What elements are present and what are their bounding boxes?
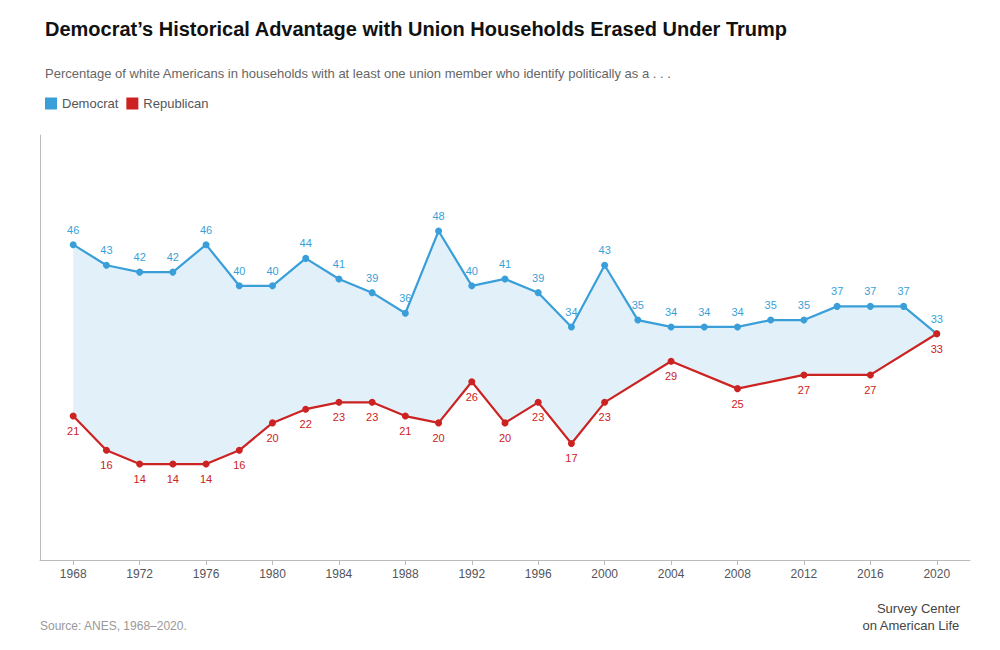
- svg-text:42: 42: [167, 251, 179, 263]
- svg-text:14: 14: [134, 473, 146, 485]
- svg-text:1996: 1996: [525, 567, 552, 581]
- svg-text:46: 46: [200, 224, 212, 236]
- svg-text:2020: 2020: [923, 567, 950, 581]
- svg-text:20: 20: [499, 432, 511, 444]
- svg-text:1968: 1968: [60, 567, 87, 581]
- svg-text:Source: ANES, 1968–2020.: Source: ANES, 1968–2020.: [40, 619, 187, 633]
- svg-text:34: 34: [698, 306, 710, 318]
- svg-text:33: 33: [931, 343, 943, 355]
- svg-text:29: 29: [665, 370, 677, 382]
- svg-text:23: 23: [366, 411, 378, 423]
- svg-text:2004: 2004: [658, 567, 685, 581]
- svg-text:43: 43: [599, 244, 611, 256]
- svg-text:27: 27: [864, 384, 876, 396]
- svg-text:33: 33: [931, 313, 943, 325]
- svg-text:20: 20: [432, 432, 444, 444]
- svg-text:41: 41: [333, 258, 345, 270]
- svg-text:1984: 1984: [326, 567, 353, 581]
- svg-text:14: 14: [200, 473, 212, 485]
- svg-text:Democrat: Democrat: [62, 96, 119, 111]
- svg-text:2000: 2000: [591, 567, 618, 581]
- svg-text:14: 14: [167, 473, 179, 485]
- svg-text:41: 41: [499, 258, 511, 270]
- svg-text:40: 40: [466, 265, 478, 277]
- svg-text:44: 44: [300, 237, 312, 249]
- svg-text:22: 22: [300, 418, 312, 430]
- svg-text:21: 21: [67, 425, 79, 437]
- svg-text:1992: 1992: [458, 567, 485, 581]
- svg-text:2008: 2008: [724, 567, 751, 581]
- svg-text:Survey Center: Survey Center: [877, 601, 961, 616]
- svg-text:27: 27: [798, 384, 810, 396]
- svg-text:23: 23: [599, 411, 611, 423]
- svg-text:16: 16: [100, 459, 112, 471]
- svg-text:46: 46: [67, 224, 79, 236]
- svg-text:39: 39: [532, 272, 544, 284]
- svg-text:1976: 1976: [193, 567, 220, 581]
- svg-text:35: 35: [632, 299, 644, 311]
- svg-text:36: 36: [399, 292, 411, 304]
- svg-text:1988: 1988: [392, 567, 419, 581]
- svg-text:1972: 1972: [126, 567, 153, 581]
- svg-text:1980: 1980: [259, 567, 286, 581]
- svg-text:34: 34: [731, 306, 743, 318]
- svg-text:Republican: Republican: [143, 96, 208, 111]
- svg-text:23: 23: [333, 411, 345, 423]
- svg-text:43: 43: [100, 244, 112, 256]
- svg-text:40: 40: [233, 265, 245, 277]
- svg-text:35: 35: [765, 299, 777, 311]
- svg-text:42: 42: [134, 251, 146, 263]
- svg-text:34: 34: [665, 306, 677, 318]
- svg-text:40: 40: [266, 265, 278, 277]
- svg-text:23: 23: [532, 411, 544, 423]
- svg-text:25: 25: [731, 398, 743, 410]
- svg-text:26: 26: [466, 391, 478, 403]
- svg-text:48: 48: [432, 210, 444, 222]
- svg-text:35: 35: [798, 299, 810, 311]
- svg-text:2016: 2016: [857, 567, 884, 581]
- svg-text:37: 37: [897, 285, 909, 297]
- svg-text:20: 20: [266, 432, 278, 444]
- svg-text:21: 21: [399, 425, 411, 437]
- svg-text:39: 39: [366, 272, 378, 284]
- svg-text:16: 16: [233, 459, 245, 471]
- svg-text:Democrat’s Historical Advantag: Democrat’s Historical Advantage with Uni…: [45, 18, 787, 40]
- svg-text:37: 37: [864, 285, 876, 297]
- svg-text:Percentage of white Americans: Percentage of white Americans in househo…: [45, 66, 671, 81]
- svg-text:17: 17: [565, 452, 577, 464]
- svg-text:37: 37: [831, 285, 843, 297]
- svg-text:2012: 2012: [791, 567, 818, 581]
- svg-text:34: 34: [565, 306, 577, 318]
- svg-text:on American Life: on American Life: [862, 618, 959, 633]
